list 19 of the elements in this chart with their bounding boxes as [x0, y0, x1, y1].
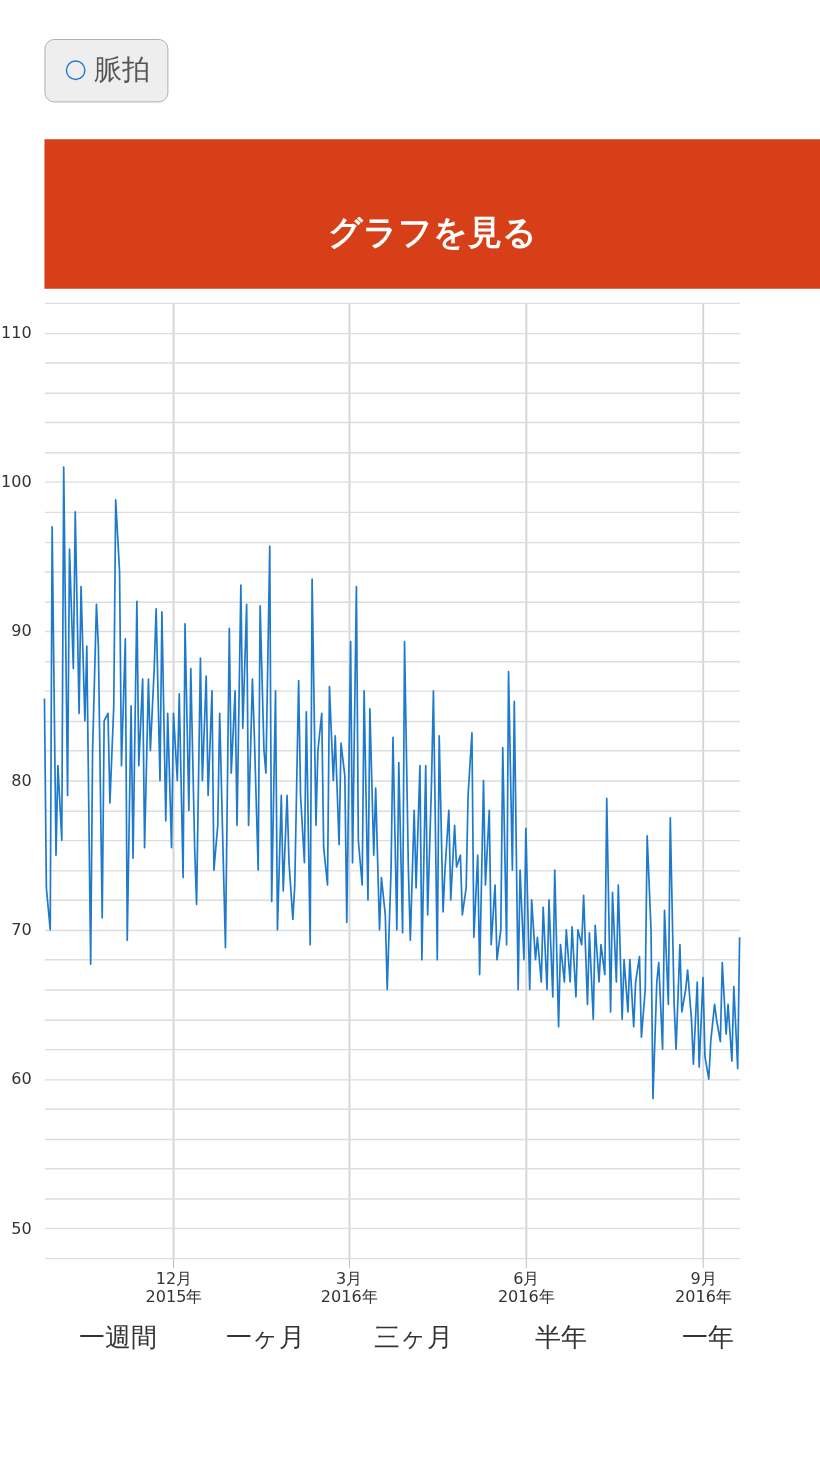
y-tick-label: 100	[1, 472, 32, 492]
text: 半年	[534, 1321, 587, 1353]
y-tick-label: 50	[11, 1218, 32, 1238]
text: 一週間	[79, 1321, 158, 1353]
text: 一年	[682, 1321, 735, 1353]
y-tick-label: 80	[11, 770, 32, 790]
text: 三ヶ月	[373, 1321, 453, 1353]
y-tick-label: 60	[11, 1069, 32, 1089]
x-tick-label: 9月 2016年	[675, 1269, 732, 1307]
line-series	[43, 466, 741, 1100]
x-tick-label: 3月 2016年	[320, 1269, 378, 1307]
y-tick-label: 110	[1, 322, 32, 342]
x-tick-label: 6月 2016年	[497, 1269, 555, 1307]
x-tick-label: 12月 2015年	[145, 1269, 203, 1307]
legend-label: 脈拍	[93, 52, 150, 86]
y-tick-label: 90	[11, 621, 32, 641]
chart-title: グラフを見る	[327, 212, 537, 253]
y-tick-label: 70	[11, 919, 32, 939]
text: 一ヶ月	[226, 1321, 306, 1353]
